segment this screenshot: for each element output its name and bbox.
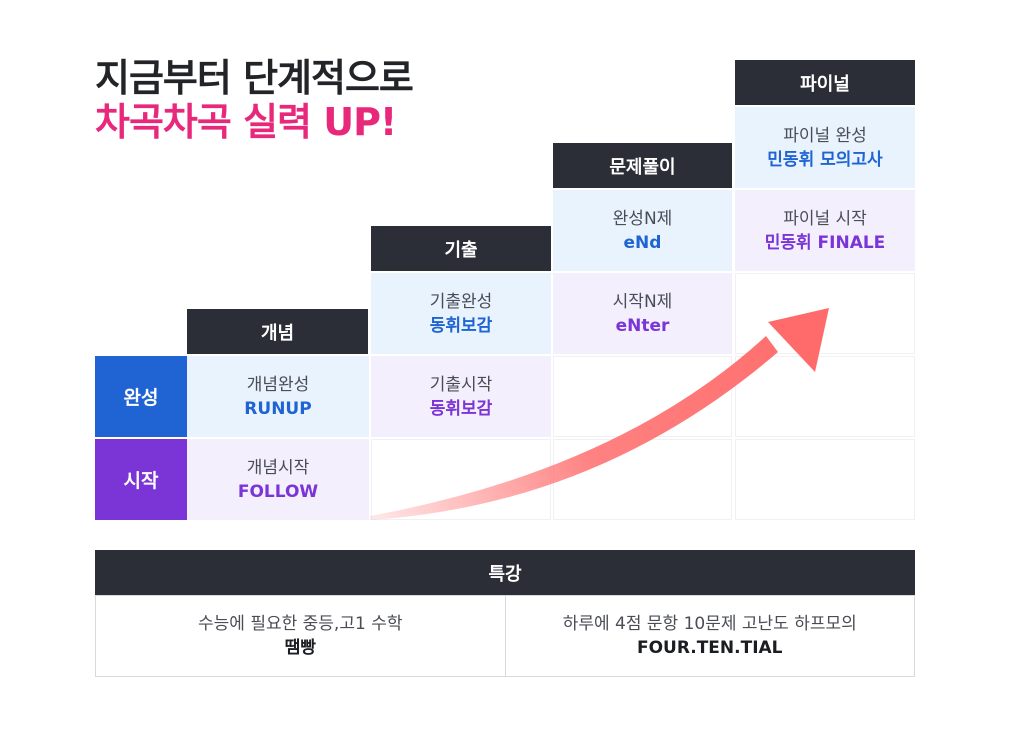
cell-problem-solving-complete: 완성N제 eNd — [553, 190, 732, 271]
special-item-name: FOUR.TEN.TIAL — [636, 638, 783, 658]
stage-header-past-exam: 기출 — [371, 226, 551, 271]
stage-header-concept: 개념 — [187, 309, 368, 354]
cell-label: 기출시작 — [429, 374, 493, 395]
cell-label: 기출완성 — [429, 291, 493, 312]
heading-line2: 차곡차곡 실력 UP! — [95, 100, 397, 144]
cell-past-exam-complete: 기출완성 동휘보감 — [371, 273, 551, 354]
special-item-desc: 하루에 4점 문항 10문제 고난도 하프모의 — [562, 614, 857, 634]
cell-problem-solving-start: 시작N제 eNter — [553, 273, 732, 354]
cell-product: FOLLOW — [237, 481, 319, 502]
cell-product: eNter — [615, 315, 670, 336]
special-item-desc: 수능에 필요한 중등,고1 수학 — [198, 614, 403, 634]
cell-concept-complete: 개념완성 RUNUP — [187, 356, 369, 437]
row-label-start: 시작 — [95, 439, 187, 520]
cell-empty — [735, 356, 915, 437]
cell-label: 완성N제 — [612, 208, 673, 229]
cell-empty — [735, 439, 915, 520]
row-label-complete: 완성 — [95, 356, 187, 437]
special-list: 수능에 필요한 중등,고1 수학 땜빵 하루에 4점 문항 10문제 고난도 하… — [95, 595, 915, 677]
cell-concept-start: 개념시작 FOLLOW — [187, 439, 369, 520]
cell-label: 파이널 완성 — [783, 125, 867, 146]
cell-label: 시작N제 — [612, 291, 673, 312]
cell-product: eNd — [623, 232, 662, 253]
special-item: 수능에 필요한 중등,고1 수학 땜빵 — [96, 596, 505, 676]
special-header: 특강 — [95, 550, 915, 595]
heading-line1: 지금부터 단계적으로 — [95, 56, 414, 100]
special-item-name: 땜빵 — [284, 638, 316, 658]
cell-empty — [553, 439, 732, 520]
cell-product: 동휘보감 — [429, 398, 493, 419]
special-item: 하루에 4점 문항 10문제 고난도 하프모의 FOUR.TEN.TIAL — [504, 596, 915, 676]
cell-past-exam-start: 기출시작 동휘보감 — [371, 356, 551, 437]
cell-final-start: 파이널 시작 민동휘 FINALE — [735, 190, 915, 271]
cell-product: RUNUP — [244, 398, 312, 419]
cell-product: 민동휘 FINALE — [764, 232, 886, 253]
cell-product: 민동휘 모의고사 — [767, 149, 883, 170]
cell-label: 파이널 시작 — [783, 208, 867, 229]
cell-product: 동휘보감 — [429, 315, 493, 336]
stage-header-problem-solving: 문제풀이 — [553, 143, 732, 188]
cell-final-complete: 파이널 완성 민동휘 모의고사 — [735, 107, 915, 188]
stage-header-final: 파이널 — [735, 60, 915, 105]
cell-label: 개념시작 — [246, 457, 310, 478]
cell-label: 개념완성 — [246, 374, 310, 395]
